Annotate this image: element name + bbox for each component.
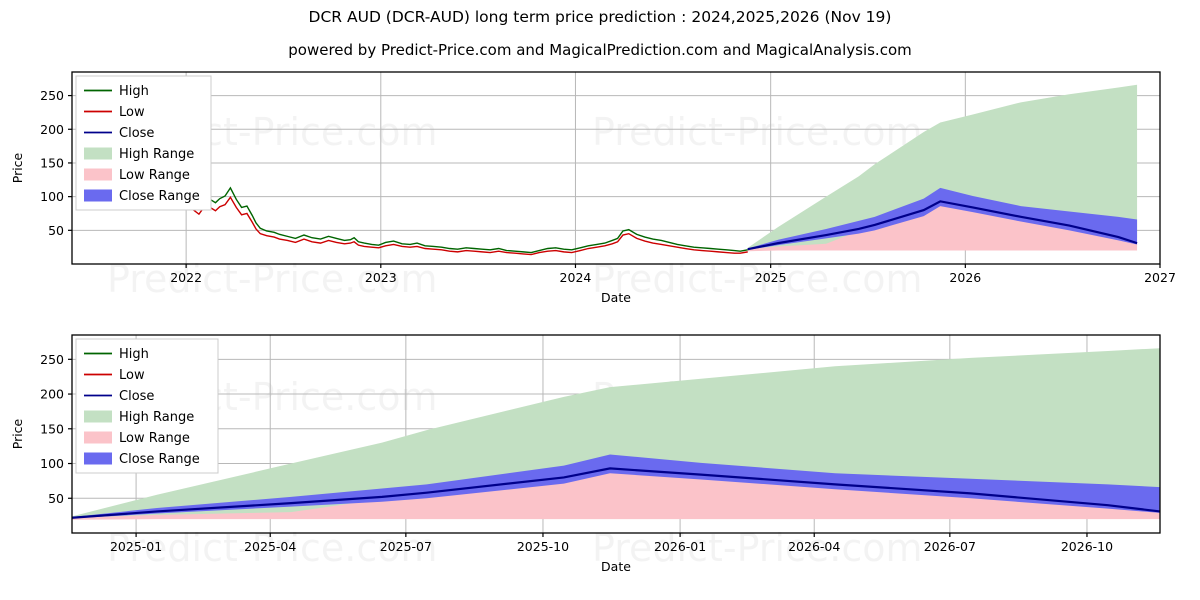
legend-item-label: Low — [119, 105, 145, 120]
legend-item[interactable]: Close Range — [84, 189, 200, 204]
y-axis: 50 100 150 200 250 — [40, 352, 72, 506]
low-range-band — [72, 469, 1160, 520]
legend-item-label: Low Range — [119, 431, 190, 446]
legend-item-label: Close Range — [119, 189, 200, 204]
x-axis: 2025-01 2025-04 2025-07 2025-10 2026-01 2026-… — [110, 533, 1113, 554]
legend-item-label: Low Range — [119, 168, 190, 183]
y-tick-label: 100 — [40, 456, 64, 471]
top-chart-panel: Predict-Price.comPredict-Price.comPredic… — [0, 62, 1200, 312]
page-subtitle: powered by Predict-Price.com and Magical… — [288, 41, 912, 59]
close-range-band — [747, 187, 1138, 250]
close-range-band — [72, 454, 1160, 519]
y-tick-label: 150 — [40, 421, 64, 436]
x-axis: 2022 2023 2024 2025 2026 2027 — [170, 264, 1176, 285]
x-tick-label: 2025-01 — [110, 539, 162, 554]
legend: High Low Close High Range Low Range Close Ran… — [75, 338, 219, 474]
legend-item-label: High — [119, 347, 149, 362]
legend-item-label: Low — [119, 368, 145, 383]
x-tick-label: 2026-10 — [1061, 539, 1113, 554]
legend-item[interactable]: Low Range — [84, 168, 190, 183]
page-title: DCR AUD (DCR-AUD) long term price predic… — [308, 8, 892, 26]
legend-item-label: Close — [119, 126, 154, 141]
legend-item[interactable]: High — [84, 347, 149, 362]
plot-frame — [71, 334, 1161, 534]
legend-item[interactable]: High Range — [84, 147, 194, 162]
y-tick-label: 250 — [40, 88, 64, 103]
legend-item-label: High — [119, 84, 149, 99]
y-tick-label: 200 — [40, 387, 64, 402]
legend-box — [75, 338, 219, 474]
legend-item[interactable]: Low — [84, 368, 145, 383]
x-tick-label: 2026 — [949, 270, 981, 285]
x-tick-label: 2023 — [365, 270, 397, 285]
x-axis-label: Date — [601, 559, 631, 574]
y-axis: 50 100 150 200 250 — [40, 88, 72, 238]
x-tick-label: 2025-07 — [380, 539, 432, 554]
y-axis-label: Price — [10, 152, 25, 183]
y-tick-label: 250 — [40, 352, 64, 367]
close-forecast-line — [71, 467, 1161, 519]
close-forecast-line — [747, 200, 1138, 251]
legend: High Low Close High Range Low Range Close Ran… — [75, 75, 212, 211]
legend-item-label: Close Range — [119, 452, 200, 467]
x-tick-label: 2025-10 — [517, 539, 569, 554]
y-tick-label: 50 — [48, 223, 64, 238]
y-tick-label: 50 — [48, 491, 64, 506]
bottom-chart-svg: Predict-Price.comPredict-Price.comPredic… — [10, 334, 1161, 574]
legend-item[interactable]: High — [84, 84, 149, 99]
bottom-chart-panel: Predict-Price.comPredict-Price.comPredic… — [0, 325, 1200, 600]
x-tick-label: 2022 — [170, 270, 202, 285]
legend-patch-swatch — [84, 452, 112, 465]
y-tick-label: 200 — [40, 122, 64, 137]
x-tick-label: 2025-04 — [244, 539, 296, 554]
x-tick-label: 2026-04 — [788, 539, 840, 554]
legend-item-label: Close — [119, 389, 154, 404]
legend-item[interactable]: Close — [84, 126, 154, 141]
x-tick-label: 2024 — [560, 270, 592, 285]
watermark-text: Predict-Price.com — [592, 110, 923, 154]
legend-item[interactable]: Close — [84, 389, 154, 404]
legend-patch-swatch — [84, 410, 112, 423]
x-axis-label: Date — [601, 290, 631, 305]
legend-box — [75, 75, 212, 211]
x-tick-label: 2025 — [755, 270, 787, 285]
legend-item[interactable]: Low Range — [84, 431, 190, 446]
legend-item[interactable]: Low — [84, 105, 145, 120]
legend-item-label: High Range — [119, 147, 194, 162]
legend-item[interactable]: Close Range — [84, 452, 200, 467]
x-tick-label: 2026-01 — [654, 539, 706, 554]
y-tick-label: 100 — [40, 189, 64, 204]
x-tick-label: 2027 — [1144, 270, 1176, 285]
legend-patch-swatch — [84, 168, 112, 181]
x-tick-label: 2026-07 — [924, 539, 976, 554]
legend-patch-swatch — [84, 189, 112, 202]
low-range-band — [747, 202, 1138, 252]
legend-item-label: High Range — [119, 410, 194, 425]
plot-frame — [71, 71, 1161, 265]
legend-item[interactable]: High Range — [84, 410, 194, 425]
top-chart-svg: Predict-Price.comPredict-Price.comPredic… — [10, 71, 1176, 305]
y-axis-label: Price — [10, 418, 25, 449]
legend-patch-swatch — [84, 431, 112, 444]
y-tick-label: 150 — [40, 155, 64, 170]
legend-patch-swatch — [84, 147, 112, 160]
